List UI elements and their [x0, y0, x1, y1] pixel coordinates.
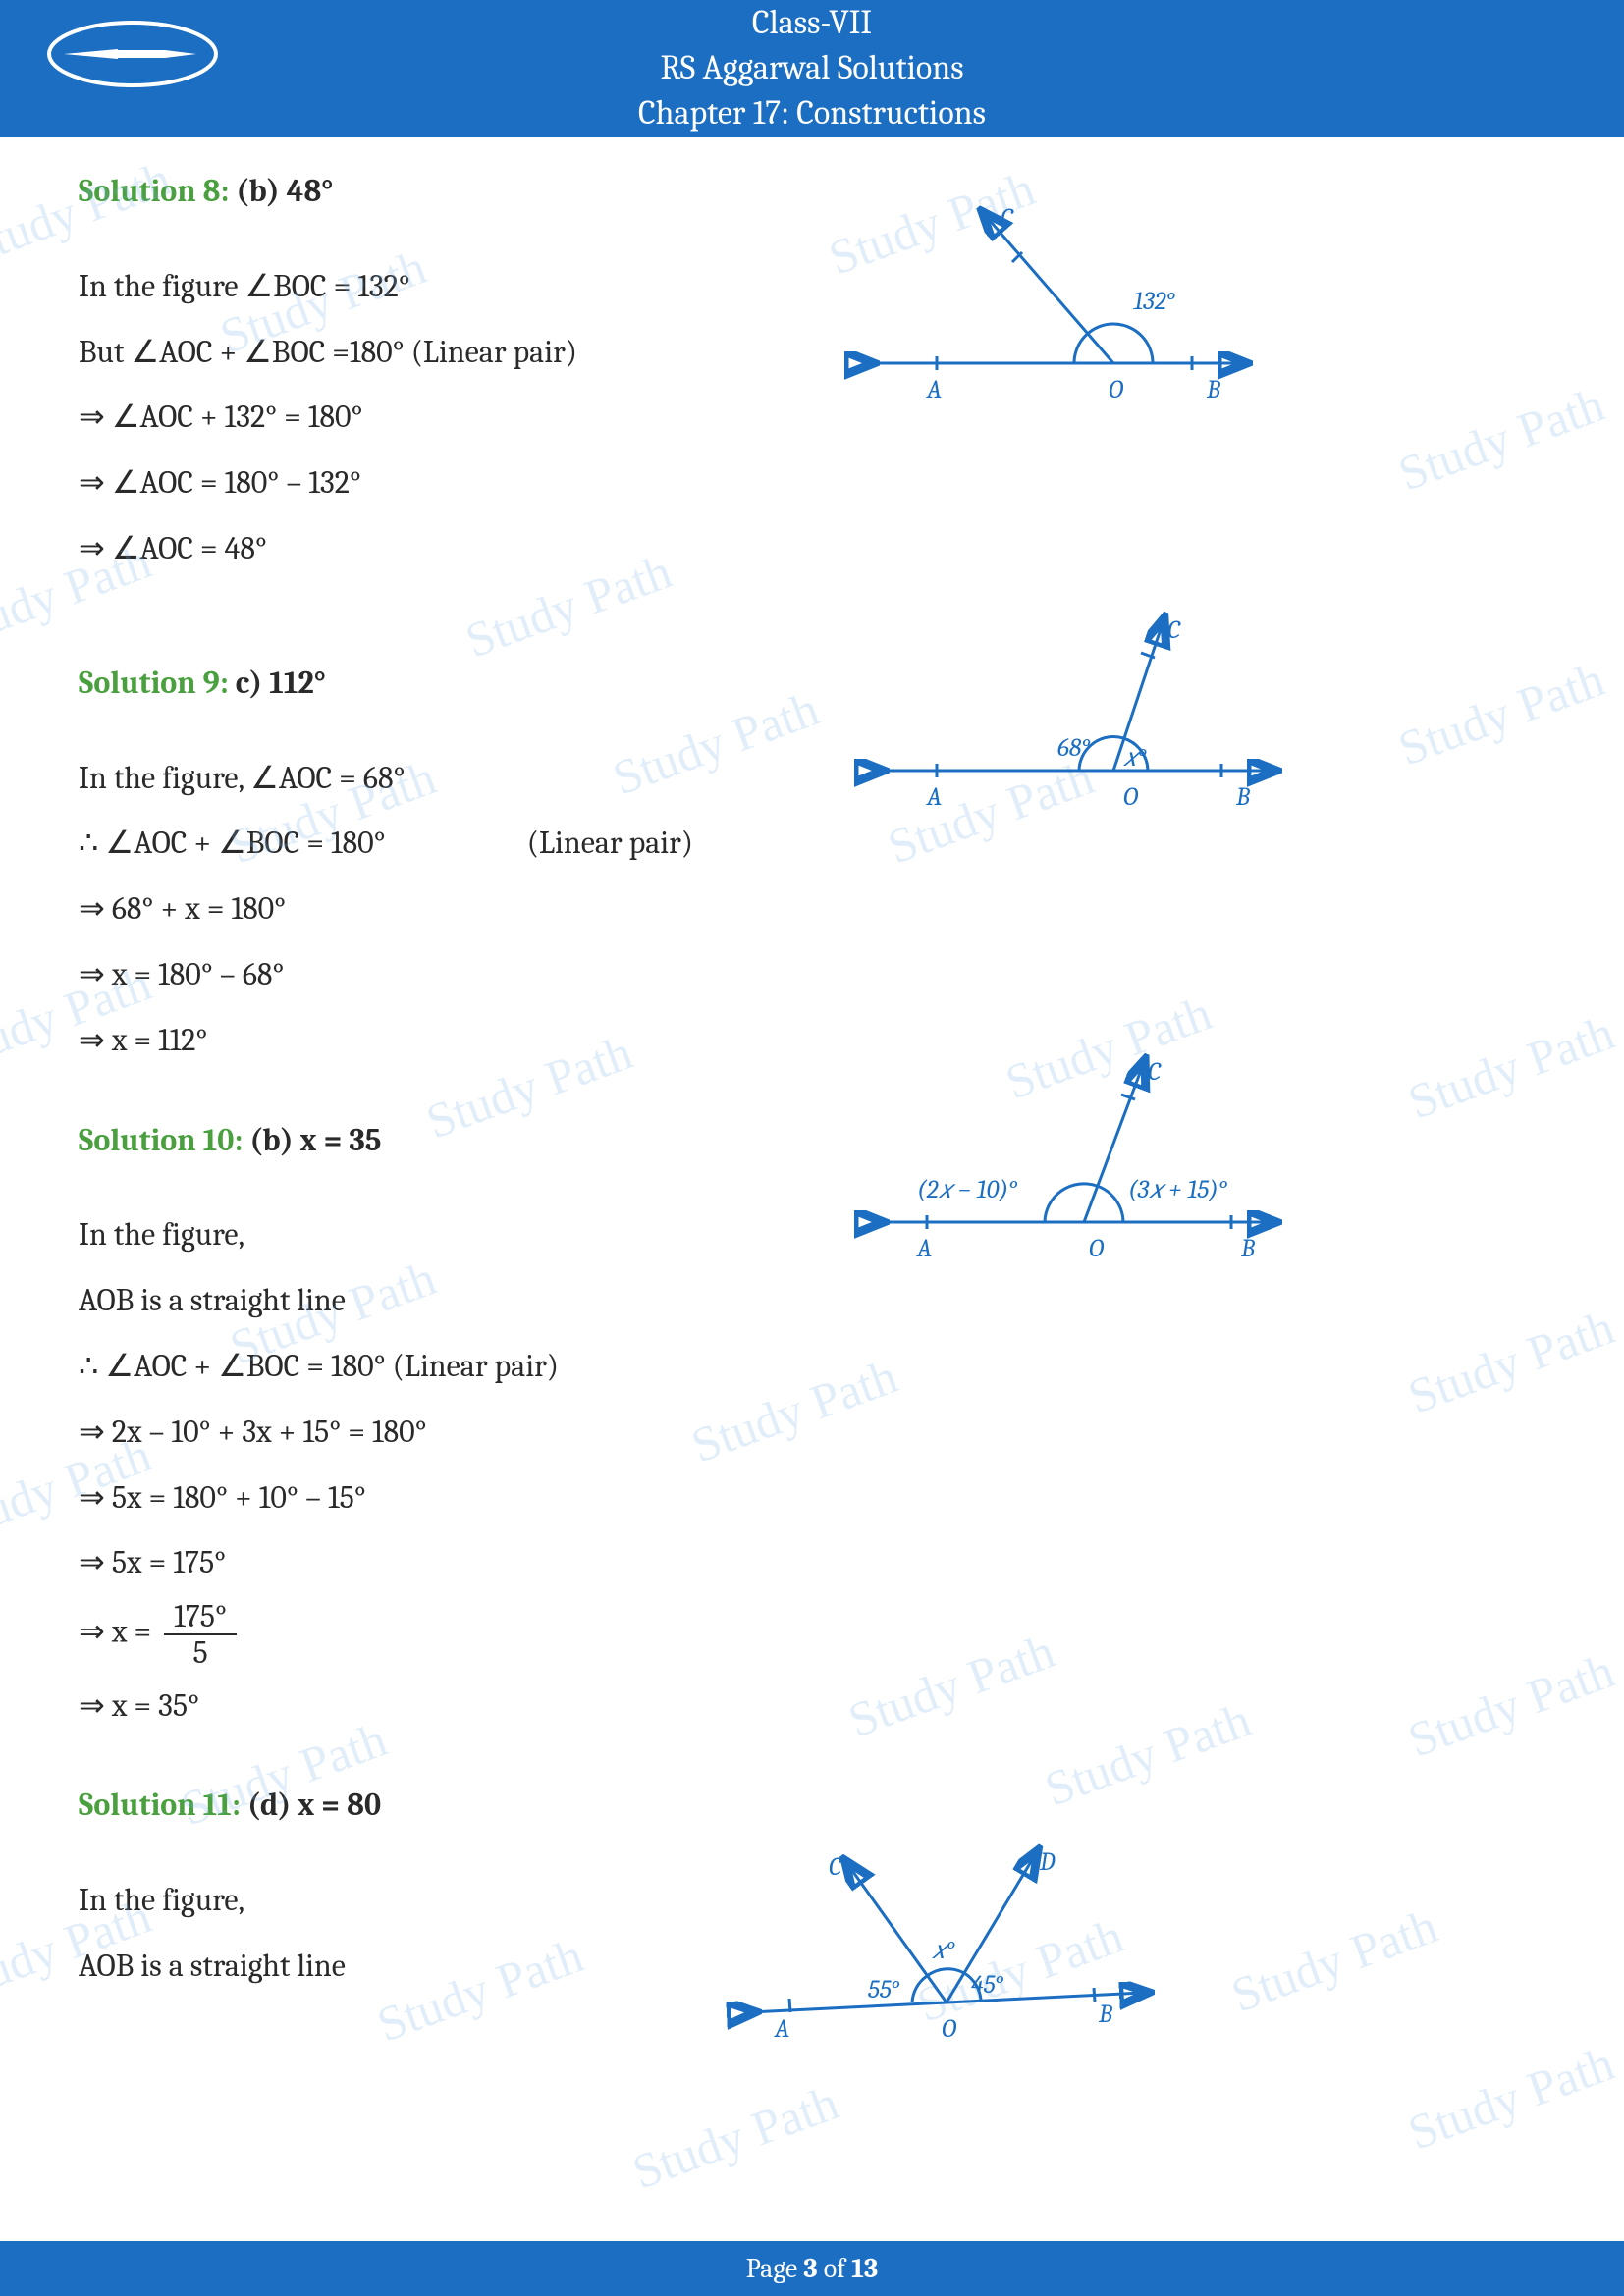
- label-a2: 𝑥°: [932, 1936, 955, 1965]
- label-A: A: [926, 375, 942, 404]
- footer-total: 13: [851, 2253, 878, 2284]
- sol9-line1: In the figure, ∠AOC = 68°: [79, 749, 1545, 809]
- sol8-line4: ⇒ ∠AOC = 180° – 132°: [79, 454, 1545, 513]
- label-C: C: [1167, 615, 1181, 645]
- label-B: B: [1098, 2000, 1112, 2029]
- sol11-diagram: A O B C D 55° 𝑥° 45°: [721, 1826, 1182, 2062]
- label-a2: (3𝑥 + 15)°: [1128, 1175, 1228, 1204]
- solution-10-answer: (b) x = 35: [243, 1122, 381, 1158]
- fraction-den: 5: [164, 1635, 237, 1670]
- header-class: Class-VII: [29, 1, 1595, 46]
- sol8-line1: In the figure ∠BOC = 132°: [79, 257, 1545, 317]
- watermark: Study Path: [1394, 2018, 1624, 2179]
- footer-prefix: Page: [746, 2253, 804, 2284]
- sol9-line4: ⇒ x = 180° – 68°: [79, 945, 1545, 1005]
- label-a1: 68°: [1057, 733, 1091, 763]
- label-B: B: [1206, 375, 1220, 404]
- label-O: O: [1089, 1234, 1105, 1263]
- label-A: A: [926, 782, 942, 812]
- label-O: O: [942, 2014, 957, 2042]
- sol9-diagram: A O B C 68° 𝑥°: [829, 604, 1320, 850]
- label-B: B: [1235, 782, 1250, 812]
- sol8-line2: But ∠AOC + ∠BOC =180° (Linear pair): [79, 323, 1545, 383]
- sol10-line5: ⇒ 5x = 180° + 10° – 15°: [79, 1468, 1545, 1528]
- sol10-line7: ⇒ x = 175° 5: [79, 1599, 1545, 1670]
- sol9-l2b: (Linear pair): [527, 825, 693, 861]
- page-content: Study Path Study Path Study Path Study P…: [0, 137, 1624, 2199]
- logo: Study Path: [29, 15, 236, 127]
- label-A: A: [916, 1234, 932, 1263]
- solution-11-label: Solution 11:: [79, 1787, 241, 1823]
- sol10-line8: ⇒ x = 35°: [79, 1677, 1545, 1736]
- label-C: C: [1148, 1057, 1162, 1087]
- label-A: A: [774, 2014, 789, 2042]
- label-C: C: [829, 1852, 842, 1882]
- solution-9-answer: c) 112°: [229, 665, 326, 701]
- label-D: D: [1039, 1847, 1056, 1877]
- sol10-diagram: A O B C (2𝑥 − 10)° (3𝑥 + 15)°: [829, 1045, 1320, 1302]
- sol10-line3: ∴ ∠AOC + ∠BOC = 180° (Linear pair): [79, 1337, 1545, 1397]
- fraction-num: 175°: [164, 1599, 237, 1635]
- sol8-diagram: A O B C 132°: [819, 196, 1290, 443]
- label-a1: (2𝑥 − 10)°: [917, 1175, 1018, 1204]
- sol9-line3: ⇒ 68° + x = 180°: [79, 880, 1545, 939]
- sol9-l2a: ∴ ∠AOC + ∠BOC = 180°: [79, 825, 386, 861]
- sol10-line6: ⇒ 5x = 175°: [79, 1533, 1545, 1593]
- solution-8-title: Solution 8: (b) 48°: [79, 162, 1545, 222]
- solution-9-label: Solution 9:: [79, 665, 229, 701]
- sol10-line2: AOB is a straight line: [79, 1271, 1545, 1331]
- solution-8-answer: (b) 48°: [229, 173, 333, 209]
- solution-8-label: Solution 8:: [79, 173, 229, 209]
- solution-10-title: Solution 10: (b) x = 35: [79, 1111, 1545, 1171]
- sol8-line3: ⇒ ∠AOC + 132° = 180°: [79, 388, 1545, 448]
- sol9-line5: ⇒ x = 112°: [79, 1011, 1545, 1071]
- fraction: 175° 5: [164, 1599, 237, 1670]
- footer-current: 3: [803, 2253, 817, 2284]
- label-a1: 55°: [868, 1975, 900, 2004]
- header-chapter: Chapter 17: Constructions: [29, 91, 1595, 136]
- label-B: B: [1240, 1234, 1255, 1263]
- sol10-line1: In the figure,: [79, 1205, 1545, 1265]
- solution-11-answer: (d) x = 80: [241, 1787, 381, 1823]
- sol10-line4: ⇒ 2x – 10° + 3x + 15° = 180°: [79, 1403, 1545, 1463]
- page-header: Study Path Class-VII RS Aggarwal Solutio…: [0, 0, 1624, 137]
- solution-9-title: Solution 9: c) 112°: [79, 654, 1545, 714]
- label-a3: 45°: [971, 1970, 1004, 2000]
- label-O: O: [1109, 375, 1124, 404]
- sol8-line5: ⇒ ∠AOC = 48°: [79, 519, 1545, 579]
- label-a2: 𝑥°: [1123, 743, 1147, 773]
- header-book: RS Aggarwal Solutions: [29, 46, 1595, 91]
- header-text: Class-VII RS Aggarwal Solutions Chapter …: [29, 1, 1595, 136]
- sol9-line2: ∴ ∠AOC + ∠BOC = 180° (Linear pair): [79, 814, 1545, 874]
- watermark: Study Path: [619, 2057, 851, 2218]
- solution-10-label: Solution 10:: [79, 1122, 243, 1158]
- footer-middle: of: [818, 2253, 852, 2284]
- label-angle: 132°: [1133, 287, 1176, 316]
- label-C: C: [1001, 203, 1014, 233]
- svg-text:Study Path: Study Path: [48, 90, 159, 120]
- sol10-l7a: ⇒ x =: [79, 1614, 158, 1650]
- page-footer: Page 3 of 13: [0, 2241, 1624, 2296]
- label-O: O: [1123, 782, 1139, 812]
